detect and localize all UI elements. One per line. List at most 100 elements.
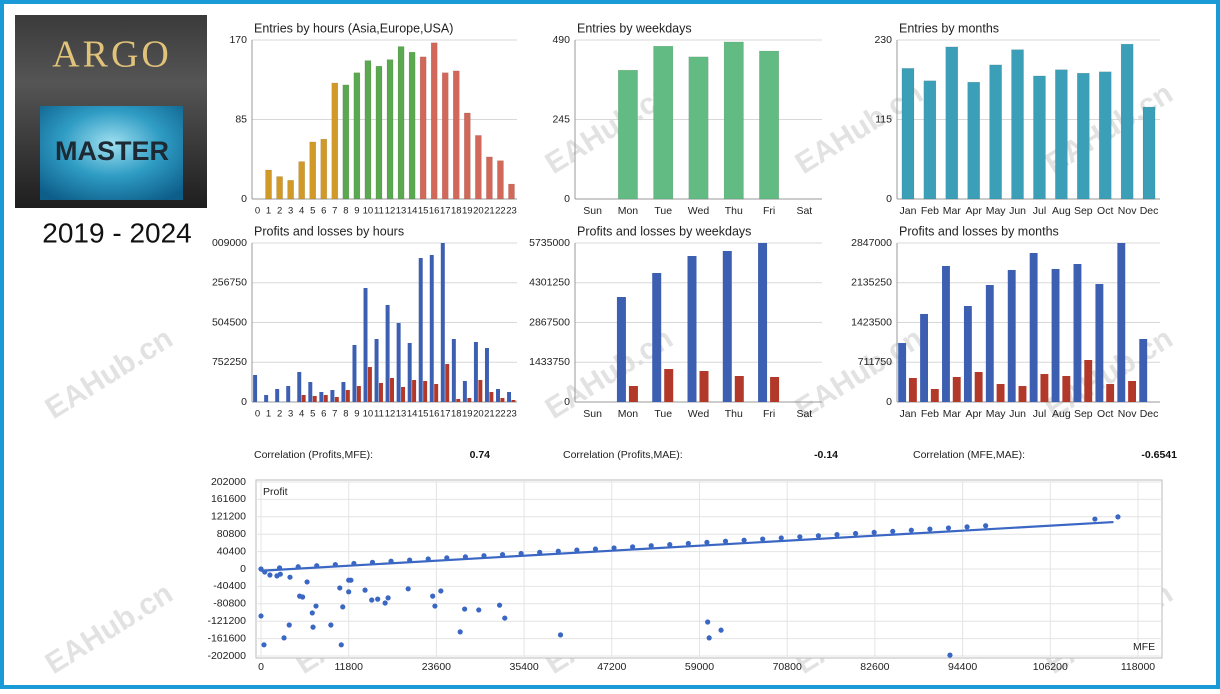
bar: [496, 389, 500, 402]
logo-title: ARGO: [52, 34, 172, 76]
bar: [429, 254, 434, 402]
bar: [699, 371, 709, 402]
x-tick-label: Jul: [1033, 205, 1046, 217]
x-tick-label: 2: [277, 409, 282, 420]
bar: [462, 381, 467, 402]
correlation-label: Correlation (MFE,MAE):: [913, 449, 1025, 461]
bar: [1055, 69, 1068, 200]
point: [555, 548, 561, 554]
bar: [1007, 269, 1016, 402]
point: [405, 586, 411, 592]
bar: [345, 390, 350, 402]
bar: [923, 80, 937, 200]
y-tick-label: 752250: [212, 356, 247, 368]
point: [704, 539, 710, 545]
x-tick-label: 3: [288, 409, 293, 420]
y-tick-label: 202000: [211, 476, 246, 488]
bar: [1077, 72, 1090, 200]
y-tick-label: 245: [552, 113, 570, 125]
y-tick-label: -80800: [213, 598, 246, 610]
correlation-label: Correlation (Profits,MFE):: [254, 449, 373, 461]
charts: Entries by hours (Asia,Europe,USA)085170…: [207, 21, 1177, 672]
point: [927, 526, 933, 532]
scatter-chart: 202000 161600 121200 80800 40400 0 -40400 -8080…: [207, 476, 1163, 673]
point: [340, 604, 346, 610]
x-tick-label: Nov: [1118, 408, 1137, 420]
bar: [974, 372, 983, 402]
x-tick-label: Feb: [921, 408, 939, 420]
x-tick-label: Nov: [1118, 205, 1137, 217]
y-tick-label: -161600: [207, 632, 246, 644]
x-tick-label: 0: [255, 409, 260, 420]
correlations: Correlation (Profits,MFE): 0.74 Correlatio…: [254, 449, 1177, 461]
bar: [1106, 384, 1115, 402]
bar: [507, 392, 512, 402]
x-tick-label: 0: [255, 206, 260, 217]
y-tick-label: 711750: [858, 356, 892, 368]
bar: [375, 65, 383, 200]
x-tick-label: Feb: [921, 205, 939, 217]
y-tick-label: 0: [241, 396, 247, 408]
bar: [445, 364, 450, 402]
x-tick-label: 47200: [597, 661, 626, 673]
bar: [1098, 71, 1112, 200]
bar: [309, 141, 317, 200]
point: [797, 534, 803, 540]
chart-title: Profits and losses by hours: [254, 224, 404, 238]
point: [375, 596, 381, 602]
y-tick-label: -40400: [213, 580, 246, 592]
point: [432, 603, 438, 609]
x-tick-label: Aug: [1052, 205, 1071, 217]
x-tick-label: 118000: [1121, 661, 1155, 673]
bar: [898, 343, 907, 402]
point: [778, 535, 784, 541]
bar: [301, 395, 306, 402]
bar: [253, 374, 258, 402]
y-tick-label: 2867500: [529, 316, 570, 328]
point: [502, 615, 508, 621]
watermark: EAHub.cn: [40, 322, 179, 426]
bar: [418, 258, 423, 402]
x-tick-label: 7: [332, 409, 337, 420]
bar: [440, 243, 445, 402]
bar: [323, 395, 328, 402]
bar: [1095, 283, 1104, 402]
point: [258, 613, 264, 619]
point: [648, 543, 654, 549]
y-tick-label: 2135250: [851, 277, 892, 289]
bar: [967, 81, 980, 200]
point: [706, 635, 712, 641]
point: [267, 572, 273, 578]
x-tick-label: 23: [506, 409, 517, 420]
y-tick-label: 1433750: [529, 356, 570, 368]
y-tick-label: 115: [875, 113, 892, 125]
point: [834, 532, 840, 538]
bar: [275, 389, 280, 402]
x-tick-label: 11: [374, 409, 384, 420]
bar: [920, 313, 928, 402]
point: [1092, 516, 1098, 522]
x-tick-label: 20: [473, 409, 484, 420]
x-tick-label: 11800: [334, 661, 363, 673]
point: [945, 525, 952, 531]
point: [496, 602, 503, 608]
bar: [508, 183, 515, 200]
x-tick-label: 10: [363, 409, 374, 420]
correlation-value: -0.14: [814, 449, 838, 461]
point: [430, 593, 436, 599]
x-tick-label: 13: [396, 206, 407, 217]
point: [304, 579, 310, 585]
x-tick-label: Jun: [1009, 205, 1026, 217]
x-tick-label: 22: [495, 206, 506, 217]
bar: [500, 397, 505, 402]
bar: [1018, 386, 1027, 402]
y-tick-label: 1423500: [851, 316, 892, 328]
x-tick-label: 20: [473, 206, 484, 217]
bar: [1128, 381, 1137, 402]
point: [362, 587, 368, 593]
bar: [1062, 375, 1071, 402]
y-tick-label: -121200: [207, 615, 246, 627]
bar: [1139, 339, 1148, 402]
bar: [653, 45, 674, 200]
